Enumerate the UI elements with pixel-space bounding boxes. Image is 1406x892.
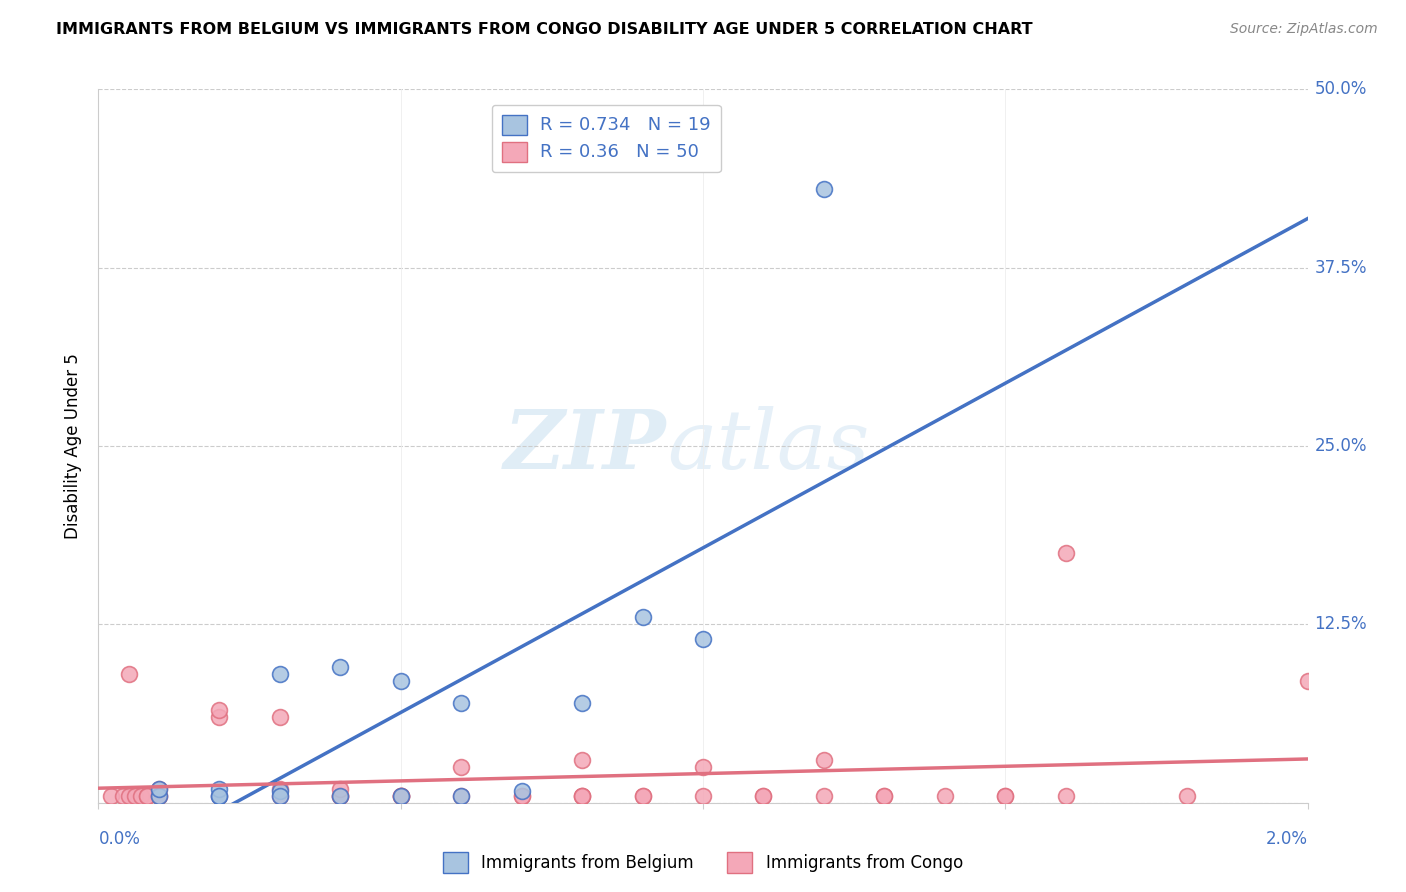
Point [148,789,170,803]
Point [148,781,170,796]
Point [329,789,352,803]
Text: 2.0%: 2.0% [1265,830,1308,847]
Point [571,789,593,803]
Point [208,781,231,796]
Point [329,660,352,674]
Point [208,710,231,724]
Point [118,667,141,681]
Text: IMMIGRANTS FROM BELGIUM VS IMMIGRANTS FROM CONGO DISABILITY AGE UNDER 5 CORRELAT: IMMIGRANTS FROM BELGIUM VS IMMIGRANTS FR… [56,22,1033,37]
Point [111,789,134,803]
Point [692,760,714,774]
Point [135,789,157,803]
Point [873,789,896,803]
Point [100,789,122,803]
Point [389,789,412,803]
Point [208,789,231,803]
Point [571,753,593,767]
Point [752,789,775,803]
Legend: R = 0.734   N = 19, R = 0.36   N = 50: R = 0.734 N = 19, R = 0.36 N = 50 [492,104,721,172]
Point [389,789,412,803]
Point [129,789,152,803]
Text: 37.5%: 37.5% [1315,259,1367,277]
Point [1296,674,1319,689]
Point [148,789,170,803]
Point [450,696,472,710]
Point [389,674,412,689]
Point [269,789,291,803]
Point [631,610,654,624]
Point [510,789,533,803]
Text: ZIP: ZIP [505,406,666,486]
Point [148,781,170,796]
Point [269,789,291,803]
Point [450,789,472,803]
Point [631,789,654,803]
Y-axis label: Disability Age Under 5: Disability Age Under 5 [65,353,83,539]
Point [269,784,291,798]
Point [135,789,157,803]
Point [389,789,412,803]
Point [1054,789,1077,803]
Point [118,789,141,803]
Point [208,703,231,717]
Legend: Immigrants from Belgium, Immigrants from Congo: Immigrants from Belgium, Immigrants from… [436,846,970,880]
Text: atlas: atlas [666,406,869,486]
Point [208,789,231,803]
Point [994,789,1017,803]
Point [510,789,533,803]
Point [269,710,291,724]
Point [329,781,352,796]
Point [813,753,835,767]
Point [389,789,412,803]
Point [813,789,835,803]
Point [1175,789,1198,803]
Point [329,789,352,803]
Point [1054,546,1077,560]
Text: 25.0%: 25.0% [1315,437,1367,455]
Point [571,696,593,710]
Point [148,789,170,803]
Point [269,667,291,681]
Point [329,789,352,803]
Point [269,781,291,796]
Text: Source: ZipAtlas.com: Source: ZipAtlas.com [1230,22,1378,37]
Point [450,760,472,774]
Point [994,789,1017,803]
Point [208,789,231,803]
Point [510,784,533,798]
Point [692,632,714,646]
Point [631,789,654,803]
Point [813,182,835,196]
Point [571,789,593,803]
Point [450,789,472,803]
Point [873,789,896,803]
Text: 0.0%: 0.0% [98,830,141,847]
Text: 50.0%: 50.0% [1315,80,1367,98]
Point [124,789,146,803]
Point [934,789,956,803]
Point [752,789,775,803]
Text: 12.5%: 12.5% [1315,615,1367,633]
Point [329,789,352,803]
Point [692,789,714,803]
Point [571,789,593,803]
Point [389,789,412,803]
